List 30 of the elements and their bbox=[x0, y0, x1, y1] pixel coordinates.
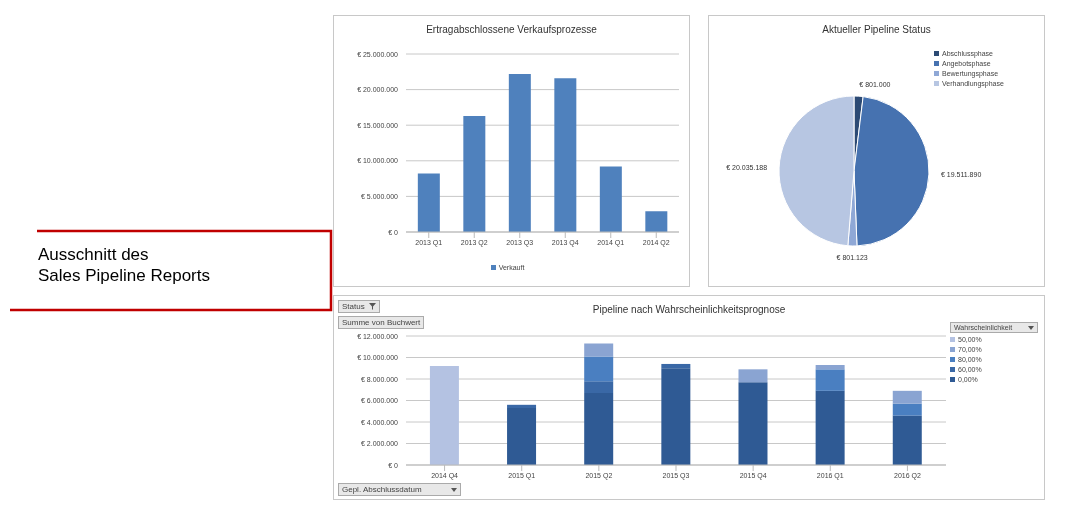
bar bbox=[599, 166, 622, 232]
bar bbox=[645, 211, 668, 232]
text: Gepl. Abschlussdatum bbox=[342, 485, 422, 494]
bar bbox=[417, 173, 440, 232]
bar bbox=[892, 403, 922, 416]
bar bbox=[584, 356, 614, 382]
chart-title: Aktueller Pipeline Status bbox=[821, 24, 932, 35]
bar bbox=[584, 392, 614, 465]
bar bbox=[738, 382, 768, 465]
bar bbox=[554, 78, 577, 232]
bar bbox=[507, 404, 537, 409]
bar bbox=[738, 369, 768, 383]
bar bbox=[584, 381, 614, 393]
bar bbox=[661, 363, 691, 369]
bar bbox=[508, 73, 531, 232]
chart-title: Ertragabschlossene Verkaufsprozesse bbox=[425, 24, 598, 35]
bar bbox=[661, 368, 691, 465]
chart-title: Pipeline nach Wahrscheinlichkeitsprognose bbox=[592, 304, 786, 315]
bar bbox=[584, 343, 614, 357]
bar bbox=[429, 366, 459, 465]
bar bbox=[463, 115, 486, 232]
bar bbox=[815, 390, 845, 465]
text: Ausschnitt des Sales Pipeline Reports bbox=[38, 244, 210, 286]
bar bbox=[815, 365, 845, 370]
bar bbox=[815, 369, 845, 391]
bar bbox=[507, 408, 537, 465]
text: Status bbox=[342, 302, 365, 311]
text: Summe von Buchwert bbox=[338, 316, 425, 329]
bar bbox=[892, 390, 922, 404]
bar bbox=[892, 415, 922, 465]
